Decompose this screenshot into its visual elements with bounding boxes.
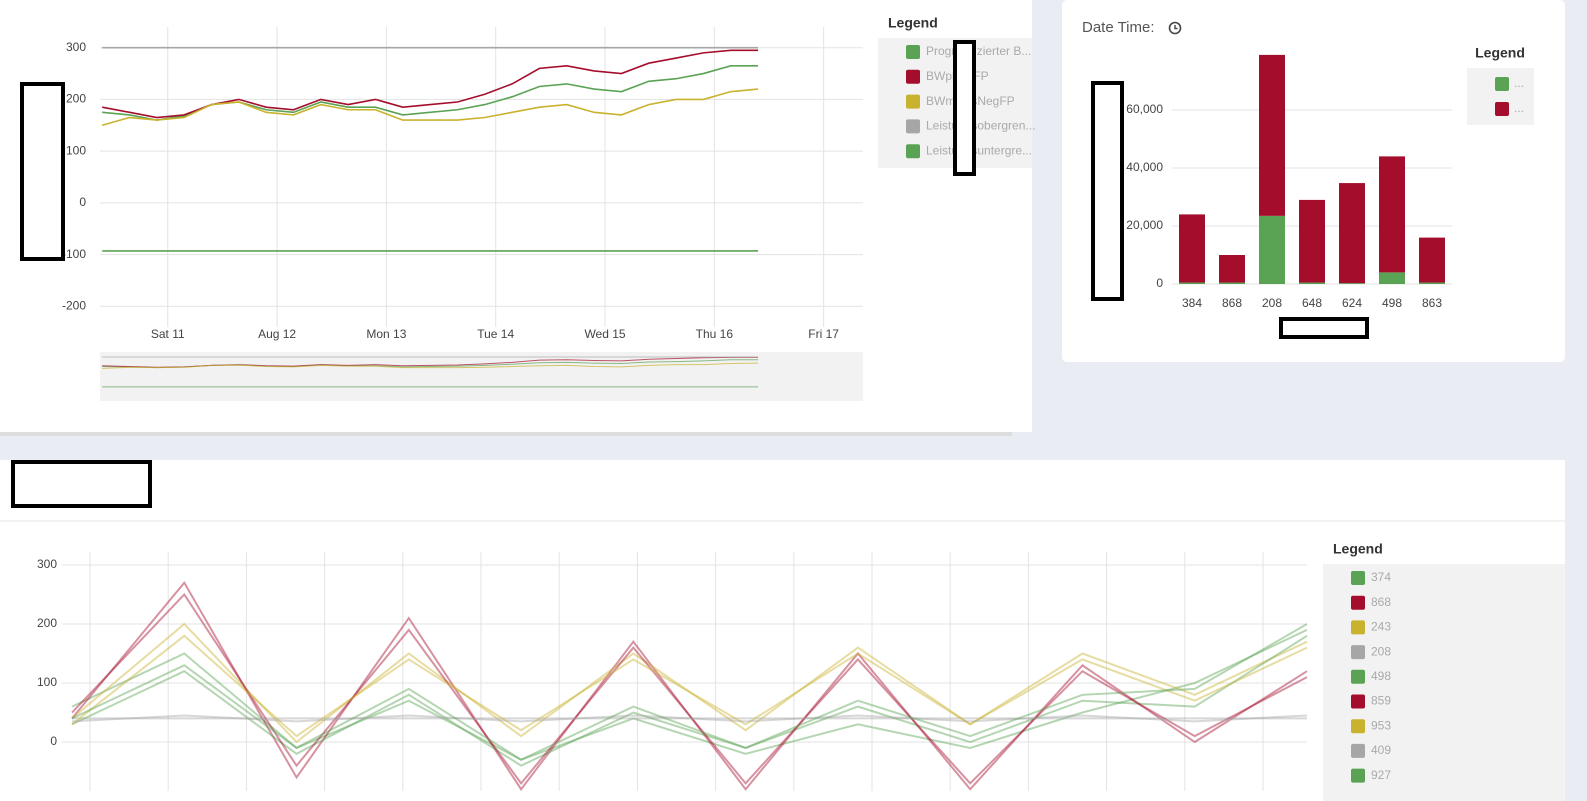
legend-swatch bbox=[906, 119, 920, 134]
bar-segment bbox=[1299, 199, 1325, 283]
legend-swatch bbox=[906, 69, 920, 84]
navigator-line bbox=[102, 362, 759, 369]
legend-label: 498 bbox=[1371, 669, 1391, 683]
y-tick-label: 200 bbox=[37, 616, 57, 630]
legend-label: Prognostizierter B... bbox=[926, 44, 1031, 58]
bar-segment bbox=[1219, 255, 1245, 283]
redactions bbox=[11, 40, 1369, 508]
legend-label: Leistungsuntergre... bbox=[926, 143, 1032, 157]
y-tick-label: 100 bbox=[37, 675, 57, 689]
series-line bbox=[71, 714, 1308, 723]
legend-label: ... bbox=[1514, 101, 1524, 115]
series-line bbox=[71, 622, 1308, 744]
legend-label: ... bbox=[1514, 76, 1524, 90]
x-tick-label: 863 bbox=[1422, 296, 1442, 310]
x-tick-label: 208 bbox=[1262, 296, 1282, 310]
bar-segment bbox=[1419, 282, 1445, 284]
filter-label: Date Time: bbox=[1082, 19, 1155, 36]
legend-swatch bbox=[1495, 102, 1509, 116]
bar-segment bbox=[1419, 237, 1445, 283]
bar-segment bbox=[1259, 54, 1285, 216]
x-tick-label: Sat 11 bbox=[151, 327, 185, 341]
legend-swatch bbox=[1351, 595, 1365, 610]
y-tick-label: 100 bbox=[66, 143, 86, 157]
series-line bbox=[101, 88, 759, 127]
scrollbar bbox=[0, 432, 1012, 436]
y-tick-label: 0 bbox=[50, 734, 57, 748]
legend-title: Legend bbox=[1333, 541, 1383, 557]
bar-segment bbox=[1179, 282, 1205, 284]
legend-label: 374 bbox=[1371, 570, 1391, 584]
x-tick-label: Tue 14 bbox=[477, 327, 514, 341]
x-tick-label: Thu 16 bbox=[696, 327, 734, 341]
legend-label: 927 bbox=[1371, 768, 1391, 782]
legend-label: 868 bbox=[1371, 595, 1391, 609]
y-tick-label: 20,000 bbox=[1126, 218, 1163, 232]
legend-swatch bbox=[1495, 77, 1509, 91]
legend-title: Legend bbox=[888, 15, 938, 31]
bar-segment bbox=[1339, 283, 1365, 284]
x-tick-label: Mon 13 bbox=[366, 327, 406, 341]
series-line bbox=[71, 634, 1308, 738]
legend-label: 409 bbox=[1371, 743, 1391, 757]
bar-segment bbox=[1339, 183, 1365, 284]
x-tick-label: 498 bbox=[1382, 296, 1402, 310]
legend-swatch bbox=[1351, 768, 1365, 783]
series-line bbox=[71, 592, 1308, 785]
legend-swatch bbox=[906, 45, 920, 59]
legend-swatch bbox=[1351, 571, 1365, 585]
legend-swatch bbox=[906, 144, 920, 159]
bar-segment bbox=[1259, 215, 1285, 284]
legend-swatch bbox=[1351, 669, 1365, 684]
legend-label: 243 bbox=[1371, 620, 1391, 634]
x-tick-label: 624 bbox=[1342, 296, 1362, 310]
y-tick-label: 300 bbox=[37, 557, 57, 571]
series-line bbox=[71, 623, 1308, 761]
x-tick-label: 384 bbox=[1182, 296, 1202, 310]
series-line bbox=[71, 580, 1308, 791]
bar-segment bbox=[1219, 282, 1245, 284]
x-tick-label: Fri 17 bbox=[808, 327, 839, 341]
bar-segment bbox=[1299, 282, 1325, 284]
series-line bbox=[71, 634, 1308, 767]
y-tick-label: 40,000 bbox=[1126, 160, 1163, 174]
bar-segment bbox=[1179, 214, 1205, 283]
y-tick-label: 200 bbox=[66, 92, 86, 106]
legend-label: Leistungsobergren... bbox=[926, 119, 1035, 133]
legend-title: Legend bbox=[1475, 45, 1525, 61]
panel bbox=[0, 460, 1565, 801]
series-line bbox=[71, 628, 1308, 761]
x-tick-label: Wed 15 bbox=[584, 327, 625, 341]
bar-segment bbox=[1379, 272, 1405, 284]
y-tick-label: -100 bbox=[62, 247, 86, 261]
y-tick-label: 60,000 bbox=[1126, 102, 1163, 116]
legend-swatch bbox=[1351, 694, 1365, 709]
legend-swatch bbox=[1351, 620, 1365, 635]
legend-swatch bbox=[1351, 645, 1365, 660]
legend-label: 208 bbox=[1371, 644, 1391, 658]
y-tick-label: 0 bbox=[79, 195, 86, 209]
y-tick-label: 300 bbox=[66, 40, 86, 54]
y-tick-label: -200 bbox=[62, 298, 86, 312]
legend-label: 859 bbox=[1371, 694, 1391, 708]
legend-swatch bbox=[906, 94, 920, 109]
y-tick-label: 0 bbox=[1156, 276, 1163, 290]
legend-swatch bbox=[1351, 719, 1365, 734]
x-tick-label: Aug 12 bbox=[258, 327, 296, 341]
x-tick-label: 868 bbox=[1222, 296, 1242, 310]
legend-swatch bbox=[1351, 743, 1365, 758]
clock-icon bbox=[1168, 21, 1182, 35]
x-tick-label: 648 bbox=[1302, 296, 1322, 310]
bar-segment bbox=[1379, 156, 1405, 273]
legend-label: 953 bbox=[1371, 718, 1391, 732]
